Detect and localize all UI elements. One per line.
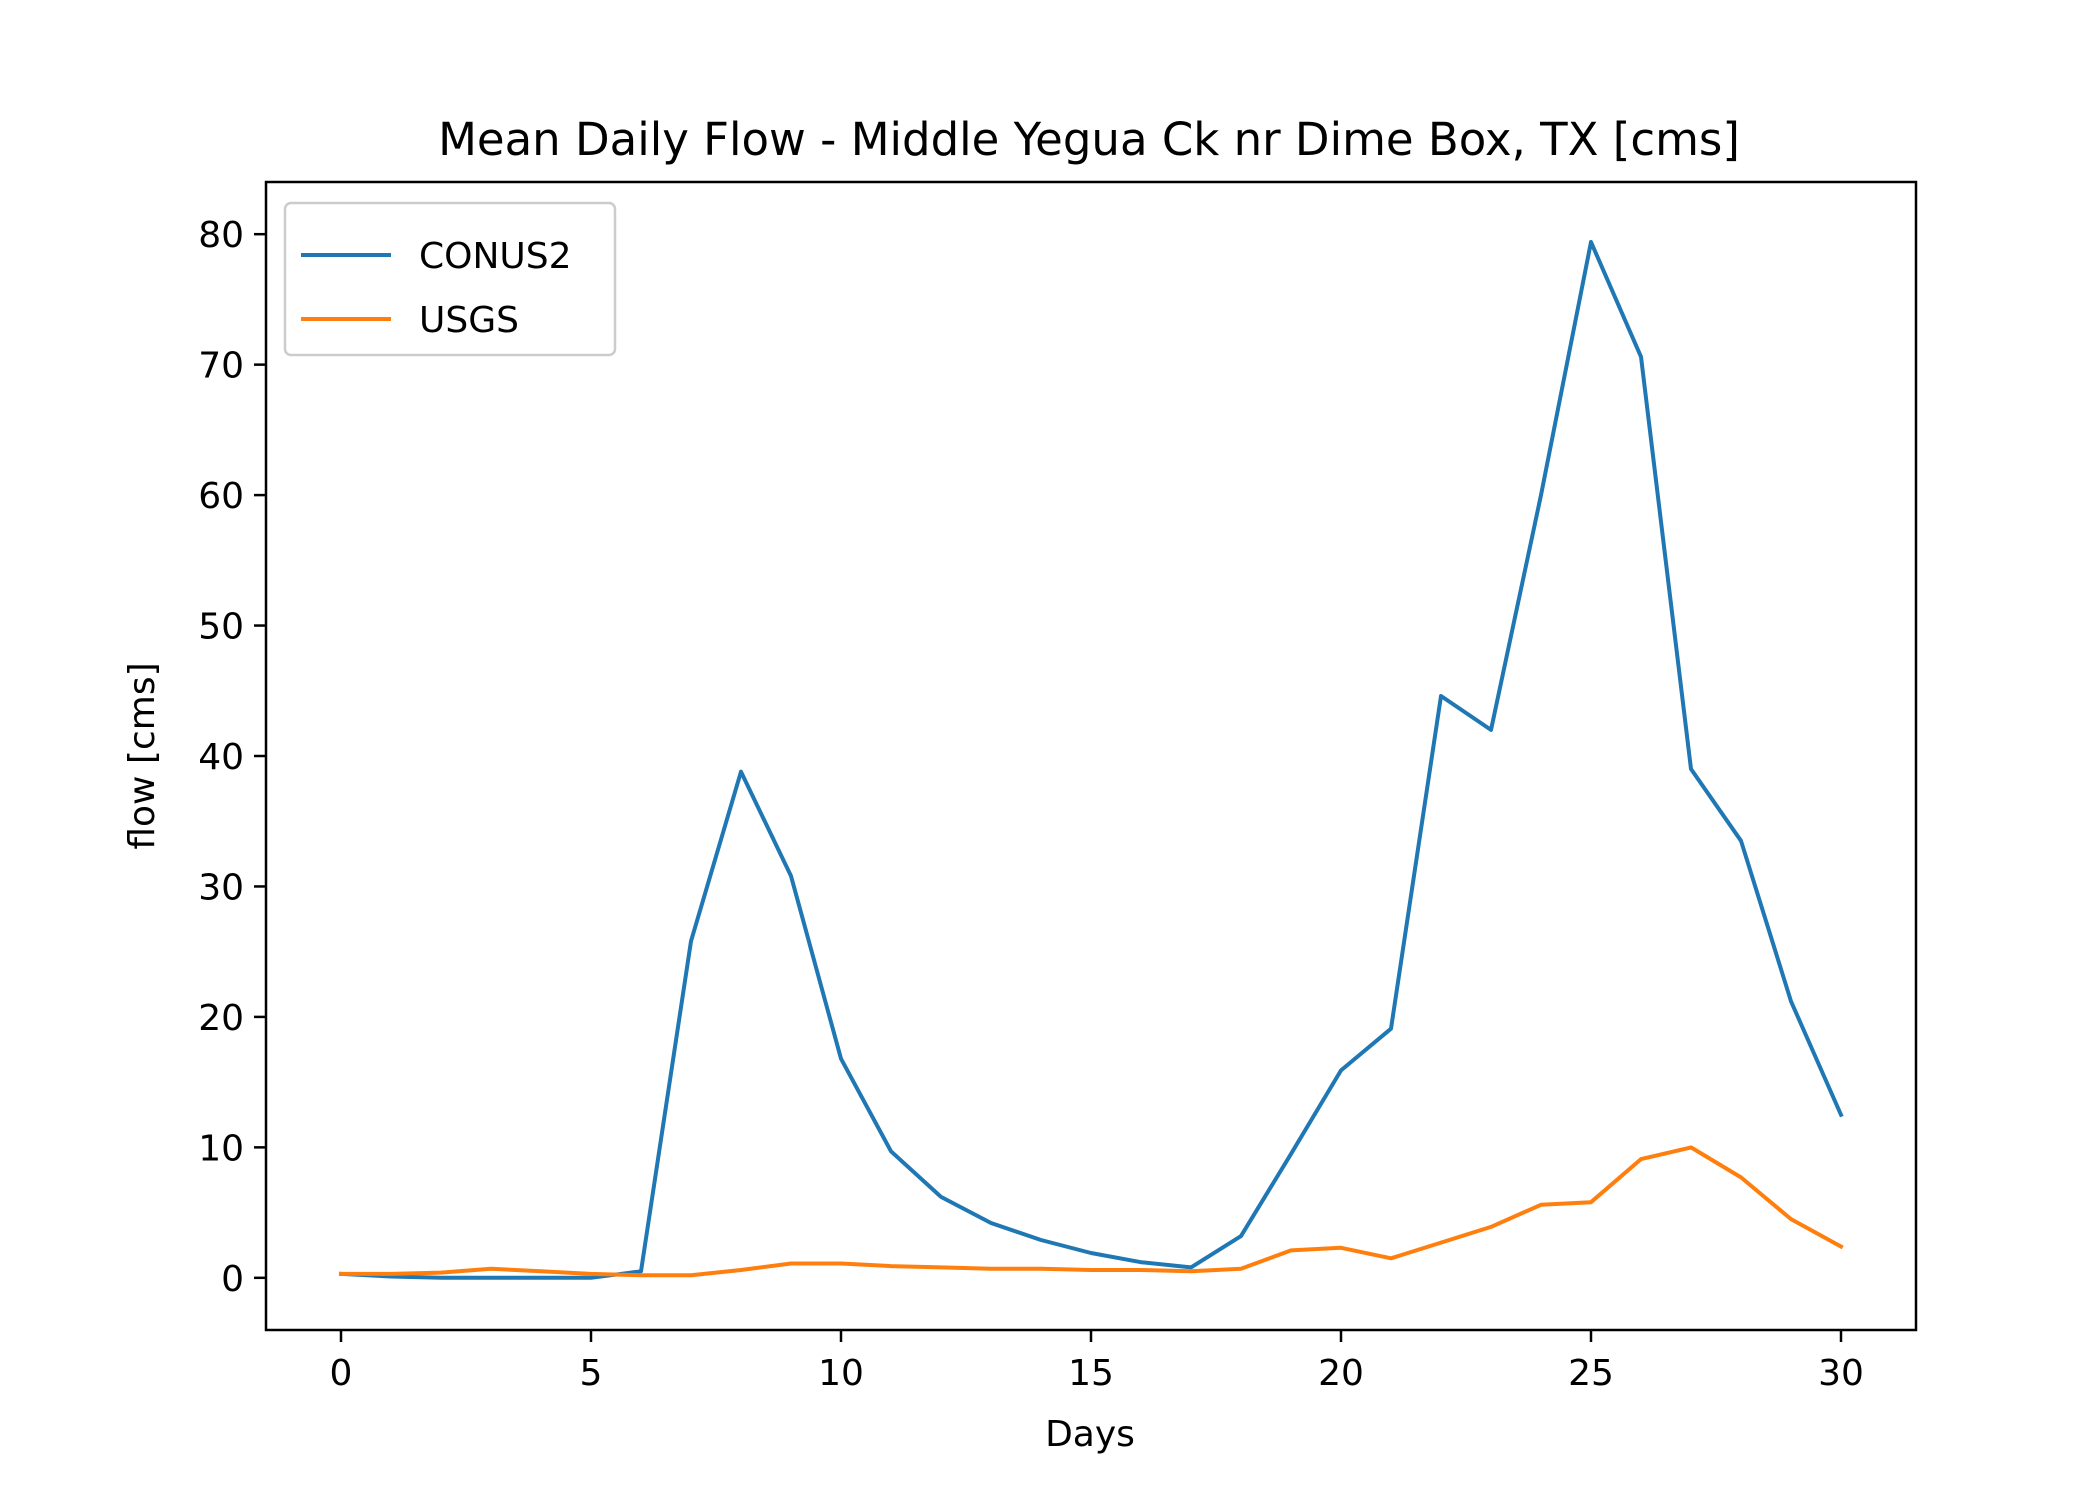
x-tick-label: 25 [1568,1353,1614,1394]
y-tick-label: 10 [198,1128,244,1169]
x-tick-label: 0 [330,1353,353,1394]
y-tick-label: 60 [198,476,244,517]
y-axis-label: flow [cms] [122,662,163,849]
y-tick-label: 0 [221,1259,244,1300]
y-tick-label: 70 [198,346,244,387]
x-tick-label: 5 [580,1353,603,1394]
legend-label-conus2: CONUS2 [419,236,572,277]
x-axis: 0 5 10 15 20 25 30 [330,1330,1864,1394]
chart-title: Mean Daily Flow - Middle Yegua Ck nr Dim… [438,113,1740,166]
x-tick-label: 20 [1318,1353,1364,1394]
y-tick-label: 20 [198,998,244,1039]
y-axis: 0 10 20 30 40 50 60 70 80 [198,215,266,1300]
x-tick-label: 30 [1818,1353,1864,1394]
series-line-usgs [339,1145,1844,1278]
y-tick-label: 50 [198,607,244,648]
y-tick-label: 40 [198,737,244,778]
x-tick-label: 10 [818,1353,864,1394]
y-tick-label: 80 [198,215,244,256]
x-tick-label: 15 [1068,1353,1114,1394]
series-layer [338,240,1844,1280]
legend-label-usgs: USGS [419,300,519,341]
series-line-conus2 [338,240,1844,1280]
legend: CONUS2 USGS [283,201,617,357]
x-axis-label: Days [1045,1414,1135,1455]
y-tick-label: 30 [198,867,244,908]
